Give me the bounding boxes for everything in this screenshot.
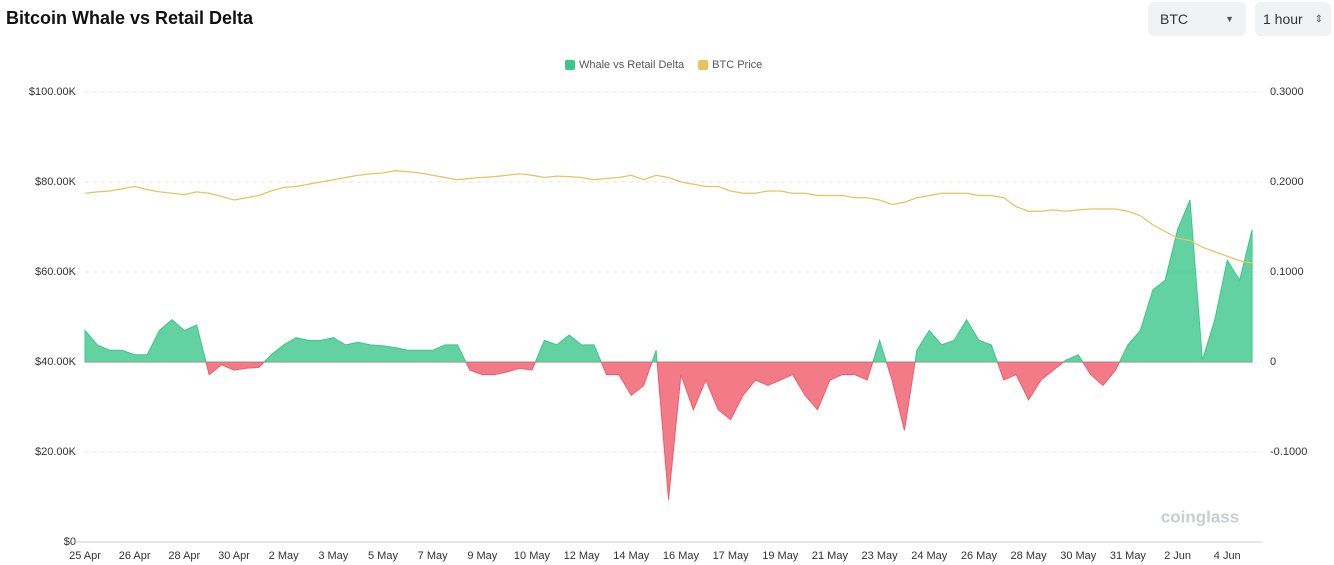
x-tick-label: 9 May: [467, 550, 497, 562]
legend-label: Whale vs Retail Delta: [579, 59, 685, 71]
title: Bitcoin Whale vs Retail Delta: [6, 8, 254, 28]
x-tick-label: 5 May: [368, 550, 398, 562]
x-tick-label: 31 May: [1110, 550, 1147, 562]
x-tick-label: 24 May: [911, 550, 948, 562]
x-tick-label: 10 May: [514, 550, 551, 562]
x-tick-label: 30 May: [1060, 550, 1097, 562]
x-tick-label: 21 May: [812, 550, 849, 562]
y-tick-label: $0: [64, 536, 76, 548]
legend-swatch: [698, 60, 709, 70]
y-tick-label: $40.00K: [35, 356, 77, 368]
y2-tick-label: 0: [1270, 356, 1276, 368]
asset-value: BTC: [1160, 11, 1188, 27]
x-tick-label: 23 May: [862, 550, 899, 562]
x-tick-label: 12 May: [564, 550, 601, 562]
y-tick-label: $100.00K: [29, 86, 77, 98]
legend-swatch: [565, 60, 575, 70]
y2-tick-label: 0.1000: [1270, 266, 1304, 278]
y-tick-label: $60.00K: [35, 266, 77, 278]
x-tick-label: 7 May: [418, 550, 448, 562]
x-tick-label: 30 Apr: [218, 550, 250, 562]
interval-select[interactable]: 1 hour ⇕: [1255, 2, 1331, 36]
y-tick-label: $80.00K: [35, 176, 77, 188]
y-tick-label: $20.00K: [35, 446, 77, 458]
x-tick-label: 4 Jun: [1214, 550, 1241, 562]
x-tick-label: 17 May: [713, 550, 750, 562]
x-tick-label: 14 May: [613, 550, 650, 562]
delta-area: [84, 199, 1253, 500]
x-tick-label: 28 Apr: [168, 550, 200, 562]
legend-label: BTC Price: [712, 59, 762, 71]
y2-tick-label: -0.1000: [1270, 446, 1307, 458]
x-tick-label: 26 Apr: [119, 550, 151, 562]
watermark: coinglass: [1161, 507, 1239, 526]
x-tick-label: 3 May: [318, 550, 348, 562]
x-tick-label: 25 Apr: [69, 550, 101, 562]
x-tick-label: 2 Jun: [1164, 550, 1191, 562]
y2-tick-label: 0.3000: [1270, 86, 1304, 98]
x-tick-label: 16 May: [663, 550, 700, 562]
price-line: [84, 170, 1253, 264]
x-tick-label: 19 May: [762, 550, 799, 562]
x-tick-label: 28 May: [1011, 550, 1048, 562]
y2-tick-label: 0.2000: [1270, 176, 1304, 188]
x-tick-label: 26 May: [961, 550, 998, 562]
asset-select[interactable]: BTC ▼: [1148, 2, 1246, 36]
x-tick-label: 2 May: [269, 550, 299, 562]
interval-value: 1 hour: [1263, 11, 1303, 27]
